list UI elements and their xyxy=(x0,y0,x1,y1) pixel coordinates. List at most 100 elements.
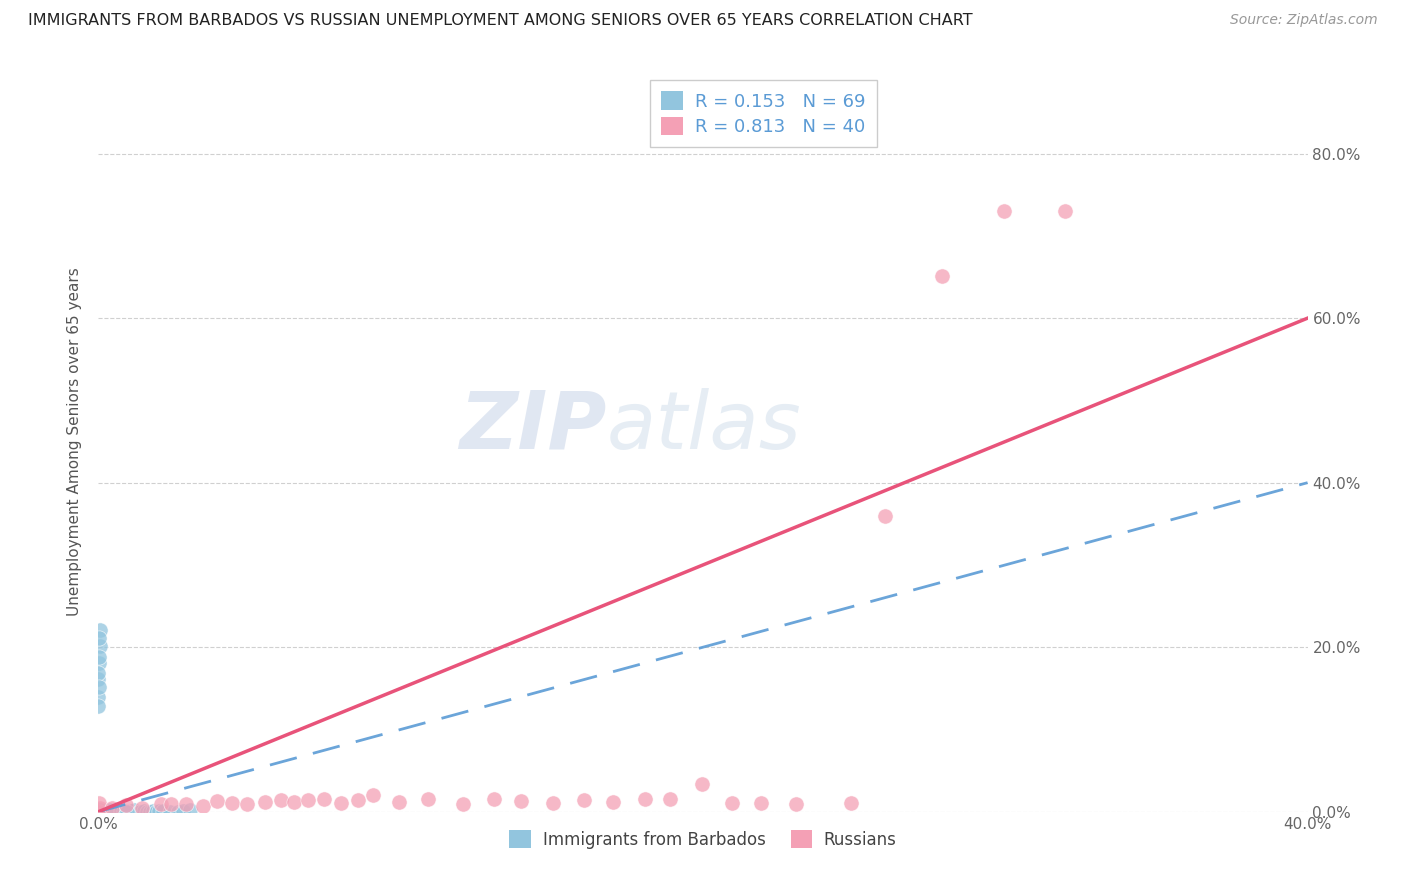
Point xyxy=(148,804,170,818)
Point xyxy=(128,805,150,819)
Legend: Immigrants from Barbados, Russians: Immigrants from Barbados, Russians xyxy=(502,823,904,855)
Point xyxy=(89,804,111,818)
Point xyxy=(93,804,115,818)
Point xyxy=(152,804,174,818)
Point xyxy=(87,632,110,646)
Point xyxy=(94,805,117,819)
Point xyxy=(87,805,110,819)
Point xyxy=(270,793,292,807)
Point xyxy=(142,805,165,819)
Point xyxy=(347,792,370,806)
Point xyxy=(602,795,624,809)
Point xyxy=(128,805,150,819)
Point xyxy=(159,805,181,819)
Point xyxy=(87,805,110,819)
Y-axis label: Unemployment Among Seniors over 65 years: Unemployment Among Seniors over 65 years xyxy=(67,268,83,615)
Point xyxy=(388,795,411,809)
Point xyxy=(174,797,197,811)
Point xyxy=(89,804,111,818)
Point xyxy=(89,623,111,637)
Text: atlas: atlas xyxy=(606,388,801,466)
Point xyxy=(97,805,120,819)
Point xyxy=(87,805,110,819)
Point xyxy=(135,805,157,819)
Point xyxy=(179,803,201,817)
Point xyxy=(510,794,533,808)
Point xyxy=(138,805,160,819)
Point xyxy=(87,805,110,819)
Point xyxy=(314,792,336,806)
Point xyxy=(87,805,110,819)
Point xyxy=(89,800,111,814)
Point xyxy=(97,804,120,818)
Point xyxy=(100,801,122,815)
Point xyxy=(112,804,135,818)
Point xyxy=(89,639,111,653)
Point xyxy=(839,797,862,811)
Point xyxy=(87,797,110,811)
Point xyxy=(87,804,110,818)
Point xyxy=(89,681,111,695)
Point xyxy=(110,804,132,818)
Point xyxy=(87,804,110,818)
Point xyxy=(108,805,131,819)
Point xyxy=(93,805,115,819)
Point xyxy=(482,792,505,806)
Point xyxy=(363,788,385,802)
Point xyxy=(297,793,319,807)
Point xyxy=(221,796,243,810)
Point xyxy=(121,804,143,818)
Point xyxy=(87,698,110,713)
Point xyxy=(98,803,121,817)
Point xyxy=(87,805,110,819)
Point xyxy=(131,801,153,815)
Point xyxy=(87,804,110,818)
Point xyxy=(1054,204,1077,219)
Point xyxy=(89,805,111,819)
Point xyxy=(115,805,138,819)
Point xyxy=(103,805,125,819)
Point xyxy=(87,805,110,819)
Point xyxy=(134,804,156,818)
Point xyxy=(105,805,128,819)
Point xyxy=(104,805,127,819)
Point xyxy=(658,792,681,806)
Point xyxy=(101,805,124,819)
Point xyxy=(283,795,305,809)
Point xyxy=(89,805,111,819)
Text: ZIP: ZIP xyxy=(458,388,606,466)
Point xyxy=(98,804,121,818)
Point xyxy=(749,796,772,810)
Point xyxy=(87,656,110,670)
Point xyxy=(112,805,135,819)
Point xyxy=(634,792,657,806)
Point xyxy=(931,269,953,284)
Point xyxy=(451,797,474,812)
Point xyxy=(149,797,172,811)
Point xyxy=(87,672,110,686)
Point xyxy=(89,804,111,818)
Point xyxy=(90,805,112,819)
Point xyxy=(87,665,110,680)
Point xyxy=(205,794,228,808)
Point xyxy=(166,805,188,819)
Point xyxy=(103,804,125,818)
Point xyxy=(87,805,110,819)
Point xyxy=(253,795,276,809)
Point xyxy=(235,797,257,812)
Point xyxy=(574,793,596,807)
Point xyxy=(115,797,138,812)
Point xyxy=(416,792,439,806)
Text: Source: ZipAtlas.com: Source: ZipAtlas.com xyxy=(1230,13,1378,28)
Point xyxy=(89,804,111,818)
Point xyxy=(160,797,183,811)
Point xyxy=(90,804,112,818)
Point xyxy=(993,203,1015,218)
Point xyxy=(193,798,215,813)
Point xyxy=(690,776,713,790)
Point xyxy=(145,805,167,819)
Point xyxy=(329,796,352,810)
Point xyxy=(721,796,744,810)
Point xyxy=(87,805,110,819)
Point xyxy=(172,804,194,818)
